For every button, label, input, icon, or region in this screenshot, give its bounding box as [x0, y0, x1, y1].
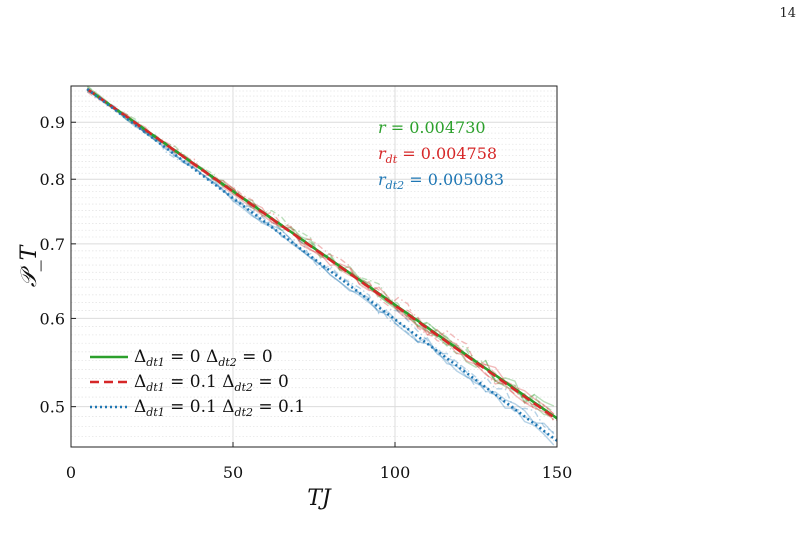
rate-annotations: r = 0.004730 rdt = 0.004758 rdt2 = 0.00508… [378, 118, 504, 192]
y-axis-label: 𝒫_T [17, 243, 42, 287]
axis-labels: TJ 𝒫_T [17, 243, 332, 511]
page-number: 14 [779, 6, 796, 21]
x-tick-label: 0 [66, 463, 76, 482]
legend-entry: Δdt1 = 0 Δdt2 = 0 [134, 347, 273, 369]
axis-ticks: 0 50 100 150 0.5 0.6 0.7 0.8 0.9 [40, 113, 573, 482]
x-tick-label: 150 [542, 463, 573, 482]
y-tick-label: 0.8 [40, 170, 65, 189]
plot-frame [70, 85, 558, 448]
rate-annotation: rdt2 = 0.005083 [378, 170, 504, 192]
y-tick-label: 0.7 [40, 235, 65, 254]
series-line-1 [86, 87, 557, 421]
rate-annotation: rdt = 0.004758 [378, 144, 497, 166]
x-tick-label: 50 [223, 463, 243, 482]
sample-trajectory-1 [86, 91, 555, 422]
legend-entry: Δdt1 = 0.1 Δdt2 = 0.1 [134, 397, 305, 419]
sample-trajectory-2 [86, 89, 555, 442]
legend-entry: Δdt1 = 0.1 Δdt2 = 0 [134, 372, 289, 394]
x-tick-label: 100 [380, 463, 411, 482]
rate-annotation: r = 0.004730 [378, 118, 486, 137]
y-tick-label: 0.6 [40, 309, 65, 328]
legend: Δdt1 = 0 Δdt2 = 0 Δdt1 = 0.1 Δdt2 = 0 Δdt1… [90, 347, 305, 419]
y-tick-label: 0.9 [40, 113, 65, 132]
sample-trajectory-2 [86, 91, 555, 434]
x-axis-label: TJ [307, 486, 332, 511]
y-tick-label: 0.5 [40, 398, 65, 417]
series-lines [86, 87, 557, 442]
grid [70, 86, 558, 447]
sample-trajectory-2 [86, 89, 555, 446]
